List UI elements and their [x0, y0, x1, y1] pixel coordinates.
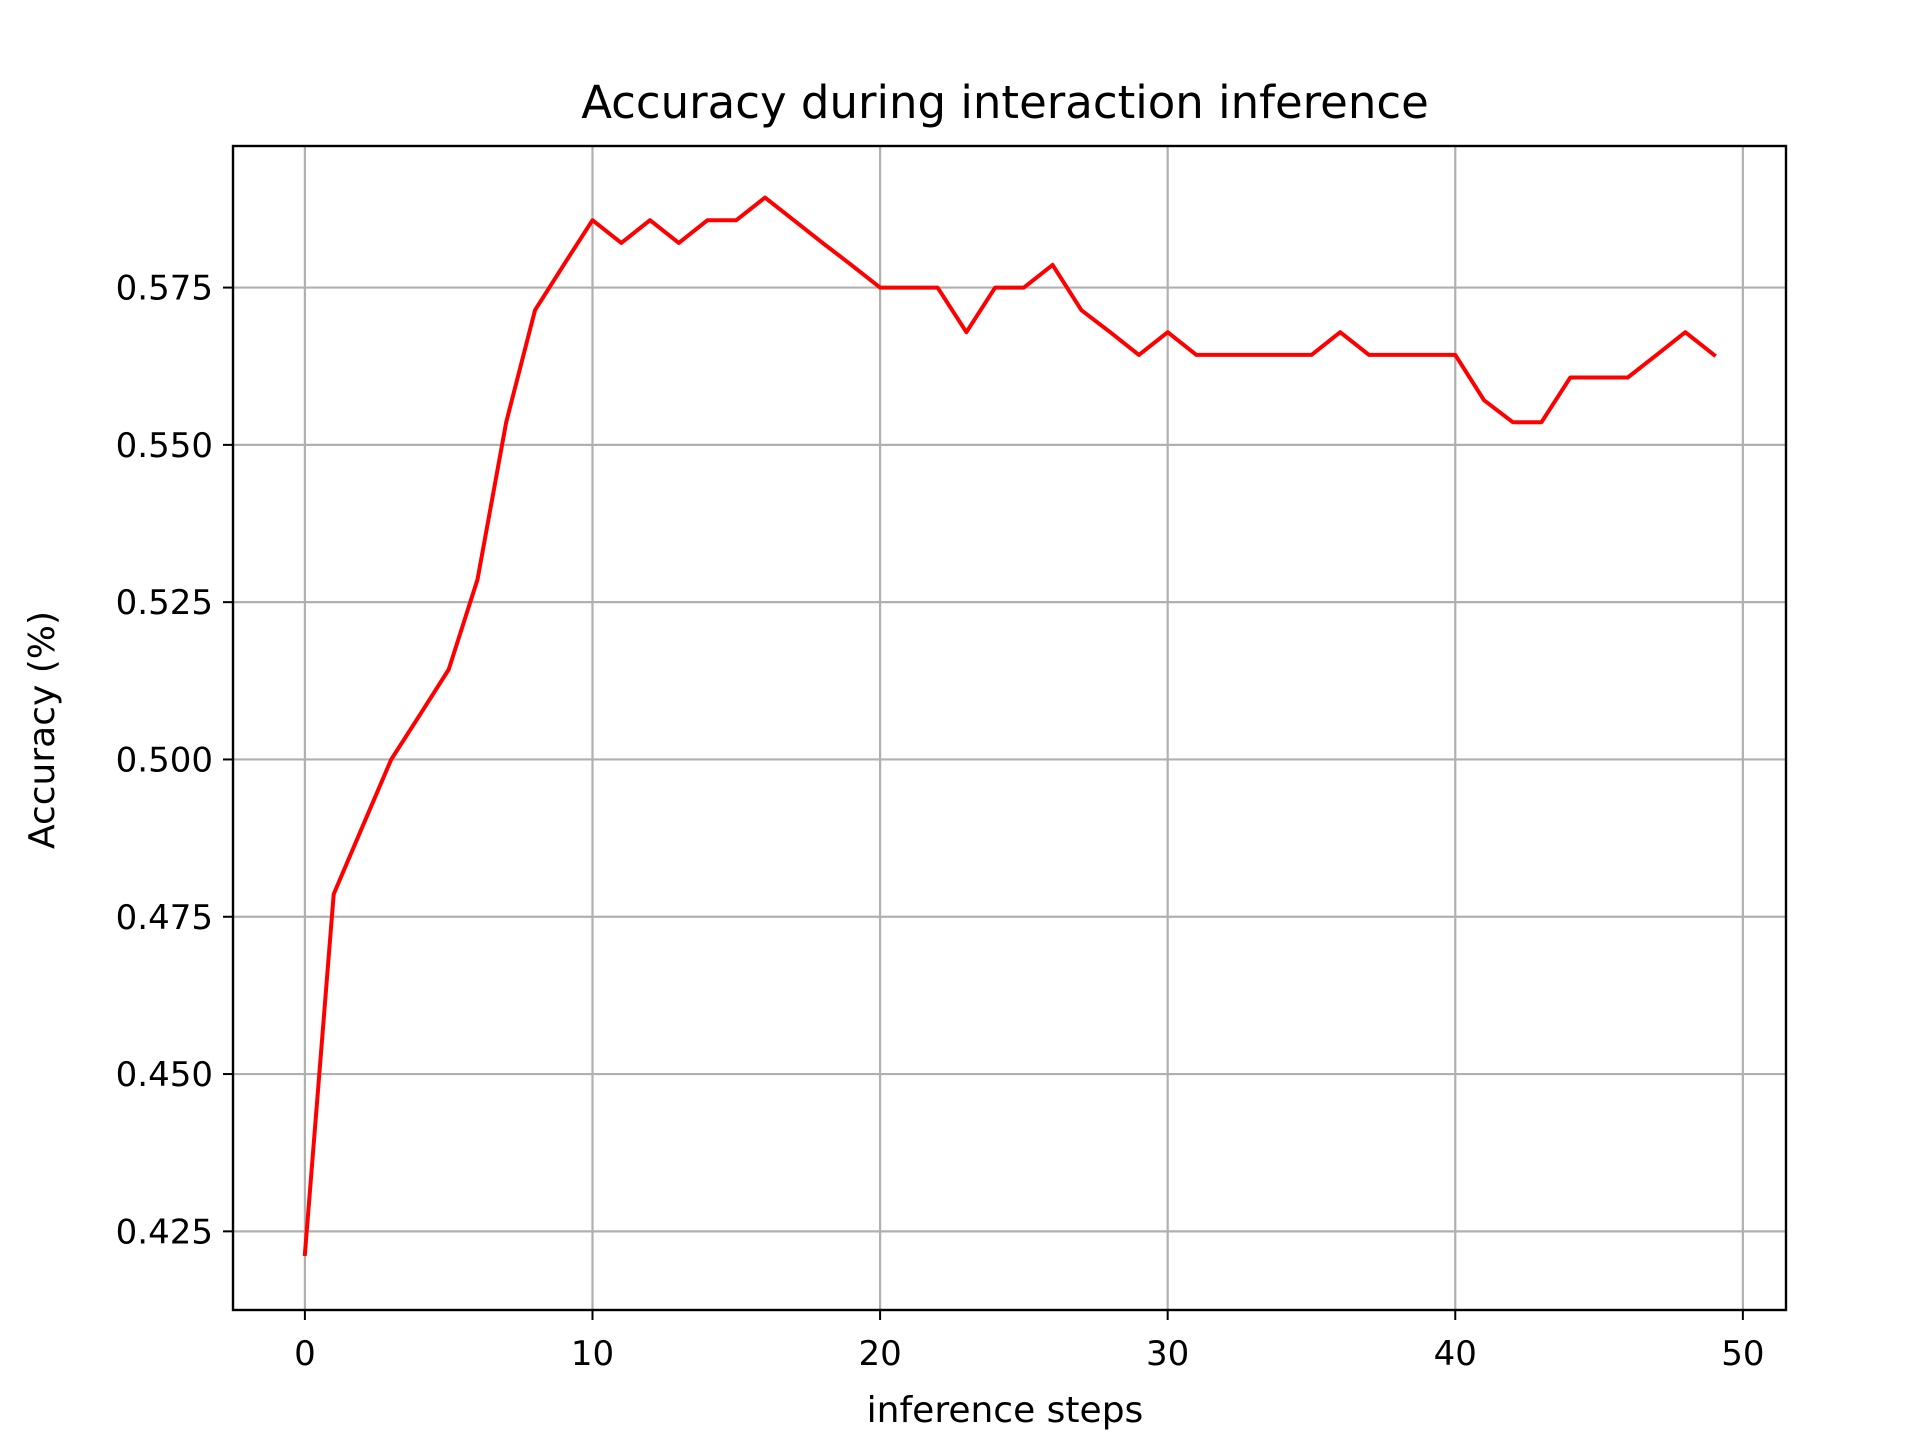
x-tick-label: 40	[1434, 1334, 1477, 1374]
y-tick-label: 0.425	[116, 1212, 213, 1252]
tick-layer: 0 10 20 30 40 50 0.425 0.450 0.475 0.500 0.525 0.55…	[116, 269, 1765, 1374]
plot-frame	[231, 144, 1788, 1312]
y-tick-label: 0.525	[116, 583, 213, 623]
x-tick-label: 50	[1721, 1334, 1764, 1374]
y-tick-label: 0.475	[116, 898, 213, 938]
y-tick-label: 0.575	[116, 269, 213, 309]
x-tick-label: 20	[858, 1334, 901, 1374]
y-tick-label: 0.550	[116, 426, 213, 466]
y-axis-label: Accuracy (%)	[22, 611, 63, 849]
y-tick-label: 0.500	[116, 740, 213, 780]
x-tick-label: 0	[294, 1334, 316, 1374]
x-tick-label: 10	[571, 1334, 614, 1374]
accuracy-series-line	[302, 195, 1717, 1257]
x-tick-label: 30	[1146, 1334, 1189, 1374]
series-layer	[302, 195, 1717, 1257]
chart-title: Accuracy during interaction inference	[581, 76, 1429, 129]
y-tick-label: 0.450	[116, 1055, 213, 1095]
x-axis-label: inference steps	[867, 1390, 1144, 1431]
